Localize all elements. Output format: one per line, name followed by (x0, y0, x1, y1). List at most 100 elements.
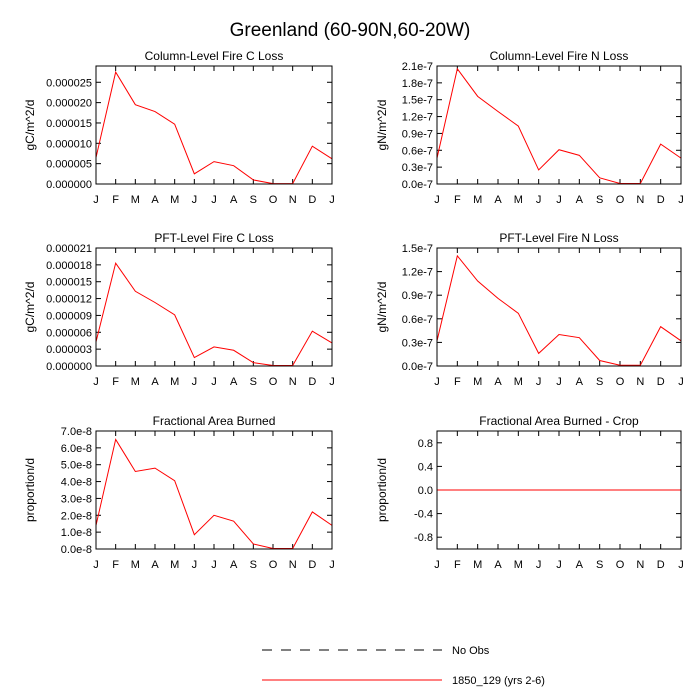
x-tick-label: M (170, 194, 179, 206)
y-axis-label: gC/m^2/d (23, 100, 37, 151)
x-tick-label: S (250, 376, 257, 388)
x-tick-label: F (112, 376, 119, 388)
series-line-1 (436, 254, 682, 366)
x-tick-label: J (678, 194, 684, 206)
x-tick-label: A (576, 194, 584, 206)
x-tick-label: J (93, 194, 99, 206)
x-tick-label: M (131, 194, 140, 206)
x-tick-label: J (536, 376, 542, 388)
panel-title: Fractional Area Burned (153, 414, 276, 428)
y-tick-label: 2.1e-7 (402, 61, 433, 73)
x-tick-label: N (636, 559, 644, 571)
x-tick-label: A (230, 194, 238, 206)
x-tick-label: A (576, 559, 584, 571)
x-tick-label: A (230, 376, 238, 388)
y-tick-label: 0.000020 (46, 98, 92, 110)
chart-panel-2: Column-Level Fire N Loss 0.0e-7 0.3e-7 0.6e… (375, 49, 684, 206)
x-tick-label: J (329, 194, 335, 206)
y-tick-label: 1.0e-8 (61, 527, 92, 539)
x-tick-label: F (112, 559, 119, 571)
chart-panel-4: PFT-Level Fire N Loss 0.0e-7 0.3e-7 0.6e-7 0… (375, 231, 684, 388)
y-tick-label: 0.3e-7 (402, 162, 433, 174)
y-tick-label: 0.000012 (46, 294, 92, 306)
x-tick-label: N (636, 194, 644, 206)
x-tick-label: J (556, 559, 562, 571)
chart-panel-3: PFT-Level Fire C Loss 0.000000 0.000003 0.0… (23, 231, 335, 388)
x-tick-label: N (289, 376, 297, 388)
x-tick-label: F (112, 194, 119, 206)
x-tick-label: M (170, 559, 179, 571)
x-tick-label: N (289, 559, 297, 571)
y-tick-label: 0.000000 (46, 179, 92, 191)
x-tick-label: J (434, 194, 440, 206)
y-tick-label: 1.2e-7 (402, 112, 433, 124)
x-tick-label: O (616, 376, 625, 388)
legend: No Obs 1850_129 (yrs 2-6) (262, 645, 545, 687)
x-tick-label: M (514, 376, 523, 388)
series-line-1 (436, 67, 682, 184)
x-tick-label: J (536, 194, 542, 206)
y-axis-label: proportion/d (23, 458, 37, 522)
x-tick-label: A (151, 376, 159, 388)
x-tick-label: D (657, 559, 665, 571)
plot-frame (436, 65, 682, 185)
y-tick-label: 0.000006 (46, 327, 92, 339)
x-tick-label: S (596, 194, 603, 206)
y-axis-label: gC/m^2/d (23, 282, 37, 333)
panel-title: Column-Level Fire N Loss (490, 49, 629, 63)
x-tick-label: D (657, 376, 665, 388)
x-tick-label: S (596, 376, 603, 388)
x-tick-label: J (678, 376, 684, 388)
x-tick-label: J (329, 376, 335, 388)
x-tick-label: J (211, 376, 217, 388)
x-tick-label: D (308, 559, 316, 571)
y-tick-label: 0.000021 (46, 243, 92, 255)
x-tick-label: O (269, 376, 278, 388)
panel-title: PFT-Level Fire N Loss (499, 231, 618, 245)
y-tick-label: 0.000010 (46, 138, 92, 150)
y-tick-label: 4.0e-8 (61, 477, 92, 489)
panel-title: Column-Level Fire C Loss (145, 49, 284, 63)
x-tick-label: S (250, 194, 257, 206)
plot-frame (436, 430, 682, 550)
plot-frame (95, 247, 333, 367)
y-tick-label: 1.5e-7 (402, 95, 433, 107)
chart-panel-6: Fractional Area Burned - Crop -0.8 -0.4 0.0… (375, 414, 684, 571)
y-axis-label: proportion/d (375, 458, 389, 522)
x-tick-label: O (269, 559, 278, 571)
y-tick-label: 0.0e-7 (402, 179, 433, 191)
panels: Column-Level Fire C Loss 0.000000 0.000005… (23, 49, 684, 571)
series-line-1 (95, 438, 333, 549)
x-tick-label: J (556, 376, 562, 388)
x-tick-label: S (250, 559, 257, 571)
x-tick-label: J (678, 559, 684, 571)
y-tick-label: 1.5e-7 (402, 243, 433, 255)
x-tick-label: J (434, 376, 440, 388)
legend-label-obs: No Obs (452, 645, 490, 657)
x-tick-label: J (192, 194, 198, 206)
y-tick-label: 1.8e-7 (402, 78, 433, 90)
x-tick-label: D (308, 194, 316, 206)
y-tick-label: 3.0e-8 (61, 493, 92, 505)
y-tick-label: 0.0e-8 (61, 544, 92, 556)
x-tick-label: J (434, 559, 440, 571)
y-tick-label: 0.000015 (46, 277, 92, 289)
figure-title: Greenland (60-90N,60-20W) (230, 20, 471, 41)
plot-frame (95, 430, 333, 550)
x-tick-label: M (131, 376, 140, 388)
x-tick-label: S (596, 559, 603, 571)
panel-title: PFT-Level Fire C Loss (154, 231, 273, 245)
y-tick-label: 0.0 (418, 485, 433, 497)
x-tick-label: J (192, 559, 198, 571)
x-tick-label: A (494, 376, 502, 388)
y-tick-label: 5.0e-8 (61, 460, 92, 472)
y-tick-label: 0.3e-7 (402, 337, 433, 349)
x-tick-label: A (494, 559, 502, 571)
x-tick-label: J (93, 376, 99, 388)
y-tick-label: 2.0e-8 (61, 510, 92, 522)
panel-title: Fractional Area Burned - Crop (479, 414, 639, 428)
y-tick-label: 0.6e-7 (402, 314, 433, 326)
x-tick-label: N (289, 194, 297, 206)
y-tick-label: 0.000025 (46, 77, 92, 89)
